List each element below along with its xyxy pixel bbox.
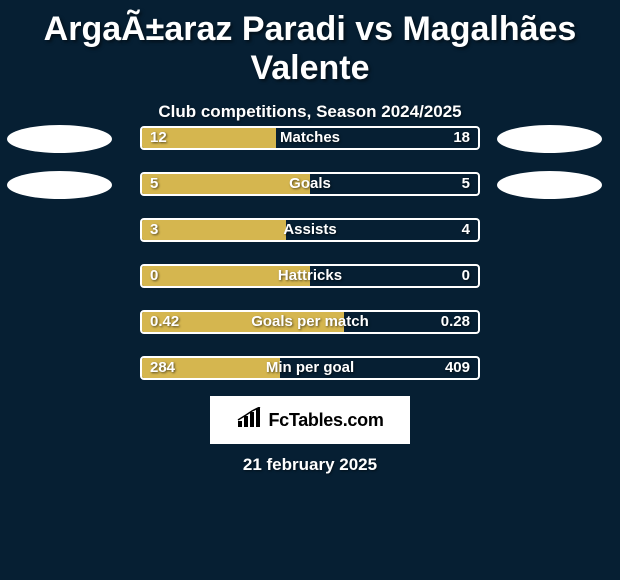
stat-row: 12Matches18 <box>0 126 620 152</box>
stat-row: 5Goals5 <box>0 172 620 198</box>
branding-box: FcTables.com <box>210 396 410 444</box>
subtitle: Club competitions, Season 2024/2025 <box>0 102 620 122</box>
date-line: 21 february 2025 <box>0 455 620 475</box>
player-oval-right <box>497 171 602 199</box>
stat-label: Goals <box>142 174 478 194</box>
stat-bar: 284Min per goal409 <box>140 356 480 380</box>
branding-chart-icon <box>236 407 262 434</box>
page-title: ArgaÃ±araz Paradi vs Magalhães Valente <box>0 0 620 88</box>
stat-value-right: 18 <box>453 128 470 148</box>
stat-label: Matches <box>142 128 478 148</box>
stat-row: 0Hattricks0 <box>0 264 620 290</box>
stat-row: 284Min per goal409 <box>0 356 620 382</box>
stat-value-right: 409 <box>445 358 470 378</box>
player-oval-left <box>7 125 112 153</box>
stat-bar: 0.42Goals per match0.28 <box>140 310 480 334</box>
stat-bar: 3Assists4 <box>140 218 480 242</box>
stat-row: 3Assists4 <box>0 218 620 244</box>
stat-bar: 5Goals5 <box>140 172 480 196</box>
branding-text: FcTables.com <box>268 410 383 431</box>
stat-label: Min per goal <box>142 358 478 378</box>
stat-bar: 12Matches18 <box>140 126 480 150</box>
stat-value-right: 5 <box>462 174 470 194</box>
stats-container: 12Matches18 5Goals5 3Assists4 0Hattricks0 0.… <box>0 126 620 402</box>
stat-value-right: 0.28 <box>441 312 470 332</box>
stat-label: Hattricks <box>142 266 478 286</box>
stat-value-right: 4 <box>462 220 470 240</box>
stat-bar: 0Hattricks0 <box>140 264 480 288</box>
stat-label: Assists <box>142 220 478 240</box>
player-oval-right <box>497 125 602 153</box>
stat-value-right: 0 <box>462 266 470 286</box>
stat-row: 0.42Goals per match0.28 <box>0 310 620 336</box>
player-oval-left <box>7 171 112 199</box>
stat-label: Goals per match <box>142 312 478 332</box>
